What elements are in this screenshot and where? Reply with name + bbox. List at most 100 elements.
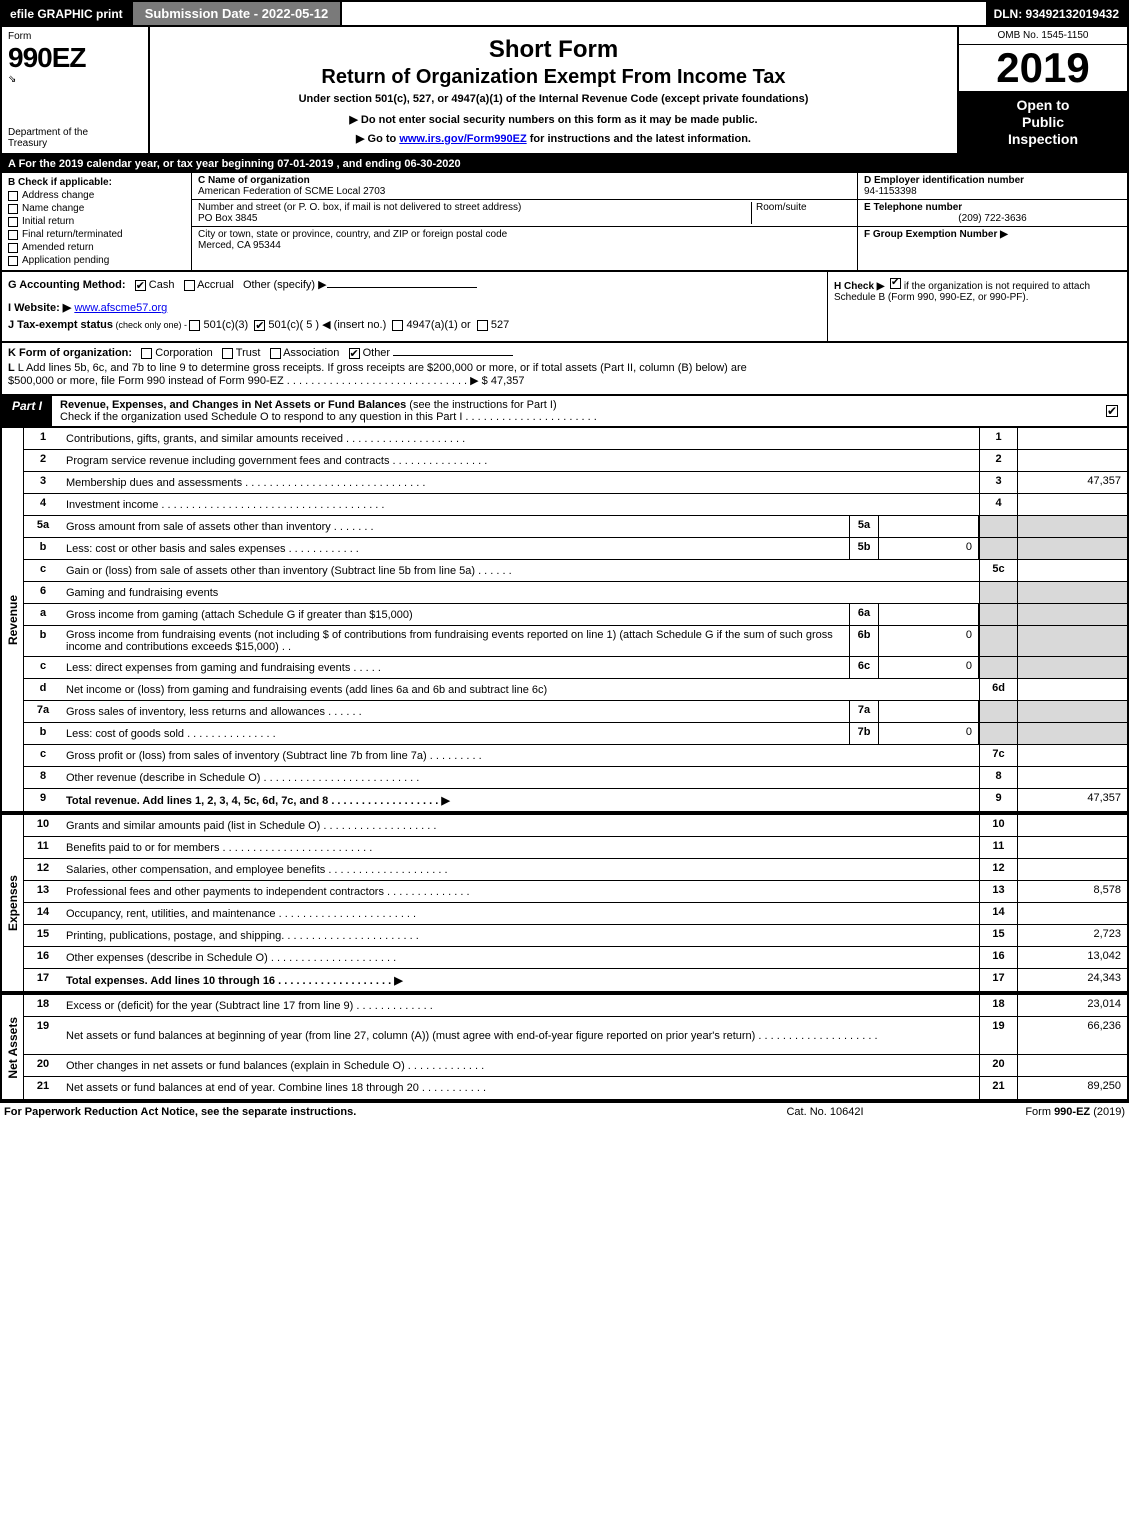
line-number: a — [24, 604, 62, 625]
ghij-block: G Accounting Method: Cash Accrual Other … — [0, 272, 1129, 343]
website-link[interactable]: www.afscme57.org — [74, 302, 167, 314]
end-line-number: 8 — [979, 767, 1017, 788]
e-label: E Telephone number — [864, 202, 962, 213]
end-line-value: 13,042 — [1017, 947, 1127, 968]
line-number: b — [24, 723, 62, 744]
end-line-number — [979, 604, 1017, 625]
form-header: Form 990EZ ⇘ Department of the Treasury … — [0, 27, 1129, 155]
table-row: 16Other expenses (describe in Schedule O… — [24, 947, 1127, 969]
table-row: aGross income from gaming (attach Schedu… — [24, 604, 1127, 626]
mid-line-value: 0 — [879, 626, 979, 656]
end-line-value — [1017, 657, 1127, 678]
line-number: 4 — [24, 494, 62, 515]
part1-checkbox-cell — [1097, 396, 1127, 426]
other-org-input[interactable] — [393, 355, 513, 356]
chk-corporation[interactable] — [141, 348, 152, 359]
goto-line: ▶ Go to www.irs.gov/Form990EZ for instru… — [158, 132, 949, 145]
line-description: Net assets or fund balances at end of ye… — [62, 1077, 979, 1099]
end-line-value — [1017, 815, 1127, 836]
table-row: cLess: direct expenses from gaming and f… — [24, 657, 1127, 679]
line-number: 9 — [24, 789, 62, 811]
table-row: 3Membership dues and assessments . . . .… — [24, 472, 1127, 494]
lbl-4947: 4947(a)(1) or — [406, 319, 470, 331]
dept-line1: Department of the — [8, 127, 88, 138]
table-row: 10Grants and similar amounts paid (list … — [24, 815, 1127, 837]
table-row: 9Total revenue. Add lines 1, 2, 3, 4, 5c… — [24, 789, 1127, 811]
lbl-association: Association — [283, 347, 339, 359]
chk-501c[interactable] — [254, 320, 265, 331]
line-description: Less: cost of goods sold . . . . . . . .… — [62, 723, 849, 744]
chk-501c3[interactable] — [189, 320, 200, 331]
chk-other-org[interactable] — [349, 348, 360, 359]
end-line-number: 4 — [979, 494, 1017, 515]
chk-4947[interactable] — [392, 320, 403, 331]
other-specify-input[interactable] — [327, 287, 477, 288]
table-row: 20Other changes in net assets or fund ba… — [24, 1055, 1127, 1077]
table-row: 17Total expenses. Add lines 10 through 1… — [24, 969, 1127, 991]
chk-final-return[interactable] — [8, 230, 18, 240]
end-line-number: 14 — [979, 903, 1017, 924]
lbl-501c3: 501(c)(3) — [204, 319, 249, 331]
chk-amended-return[interactable] — [8, 243, 18, 253]
line-number: b — [24, 626, 62, 656]
chk-address-change[interactable] — [8, 191, 18, 201]
table-row: 1Contributions, gifts, grants, and simil… — [24, 428, 1127, 450]
end-line-value — [1017, 494, 1127, 515]
chk-accrual[interactable] — [184, 280, 195, 291]
part1-title-paren: (see the instructions for Part I) — [406, 399, 556, 411]
end-line-number: 1 — [979, 428, 1017, 449]
bf-block: B Check if applicable: Address change Na… — [0, 173, 1129, 272]
form-label: Form — [8, 31, 142, 42]
line-description: Investment income . . . . . . . . . . . … — [62, 494, 979, 515]
end-line-number: 18 — [979, 995, 1017, 1016]
chk-527[interactable] — [477, 320, 488, 331]
line-description: Net assets or fund balances at beginning… — [62, 1017, 979, 1054]
line-description: Membership dues and assessments . . . . … — [62, 472, 979, 493]
chk-initial-return[interactable] — [8, 217, 18, 227]
line-number: 18 — [24, 995, 62, 1016]
end-line-number: 7c — [979, 745, 1017, 766]
table-row: 7aGross sales of inventory, less returns… — [24, 701, 1127, 723]
table-row: 11Benefits paid to or for members . . . … — [24, 837, 1127, 859]
part1-title: Revenue, Expenses, and Changes in Net As… — [60, 399, 406, 411]
header-left: Form 990EZ ⇘ Department of the Treasury — [2, 27, 150, 153]
g-left: G Accounting Method: Cash Accrual Other … — [2, 272, 827, 341]
end-line-value — [1017, 859, 1127, 880]
irs-link[interactable]: www.irs.gov/Form990EZ — [399, 133, 526, 145]
chk-application-pending[interactable] — [8, 256, 18, 266]
table-row: 21Net assets or fund balances at end of … — [24, 1077, 1127, 1099]
end-line-value — [1017, 604, 1127, 625]
line-description: Excess or (deficit) for the year (Subtra… — [62, 995, 979, 1016]
end-line-number: 10 — [979, 815, 1017, 836]
open-line3: Inspection — [1008, 131, 1078, 147]
end-line-number: 12 — [979, 859, 1017, 880]
c-name-label: C Name of organization — [198, 175, 310, 186]
chk-trust[interactable] — [222, 348, 233, 359]
section-b: B Check if applicable: Address change Na… — [2, 173, 192, 270]
chk-schedule-o[interactable] — [1106, 405, 1118, 417]
tax-year: 2019 — [959, 45, 1127, 91]
chk-schedule-b[interactable]: ✔ — [890, 278, 901, 289]
line-description: Contributions, gifts, grants, and simila… — [62, 428, 979, 449]
room-label: Room/suite — [756, 202, 807, 213]
end-line-number: 16 — [979, 947, 1017, 968]
line-number: 14 — [24, 903, 62, 924]
end-line-value — [1017, 626, 1127, 656]
expenses-table: Expenses 10Grants and similar amounts pa… — [0, 813, 1129, 993]
line-number: 2 — [24, 450, 62, 471]
line-description: Salaries, other compensation, and employ… — [62, 859, 979, 880]
footer-right-year: (2019) — [1090, 1106, 1125, 1118]
end-line-number: 9 — [979, 789, 1017, 811]
footer-mid: Cat. No. 10642I — [725, 1106, 925, 1118]
lbl-accrual: Accrual — [197, 279, 234, 291]
i-label: I Website: ▶ — [8, 302, 71, 314]
mid-line-number: 5a — [849, 516, 879, 537]
end-line-number — [979, 582, 1017, 603]
table-row: 14Occupancy, rent, utilities, and mainte… — [24, 903, 1127, 925]
open-line2: Public — [1022, 114, 1064, 130]
end-line-value: 47,357 — [1017, 472, 1127, 493]
chk-cash[interactable] — [135, 280, 146, 291]
table-row: bLess: cost of goods sold . . . . . . . … — [24, 723, 1127, 745]
chk-name-change[interactable] — [8, 204, 18, 214]
chk-association[interactable] — [270, 348, 281, 359]
